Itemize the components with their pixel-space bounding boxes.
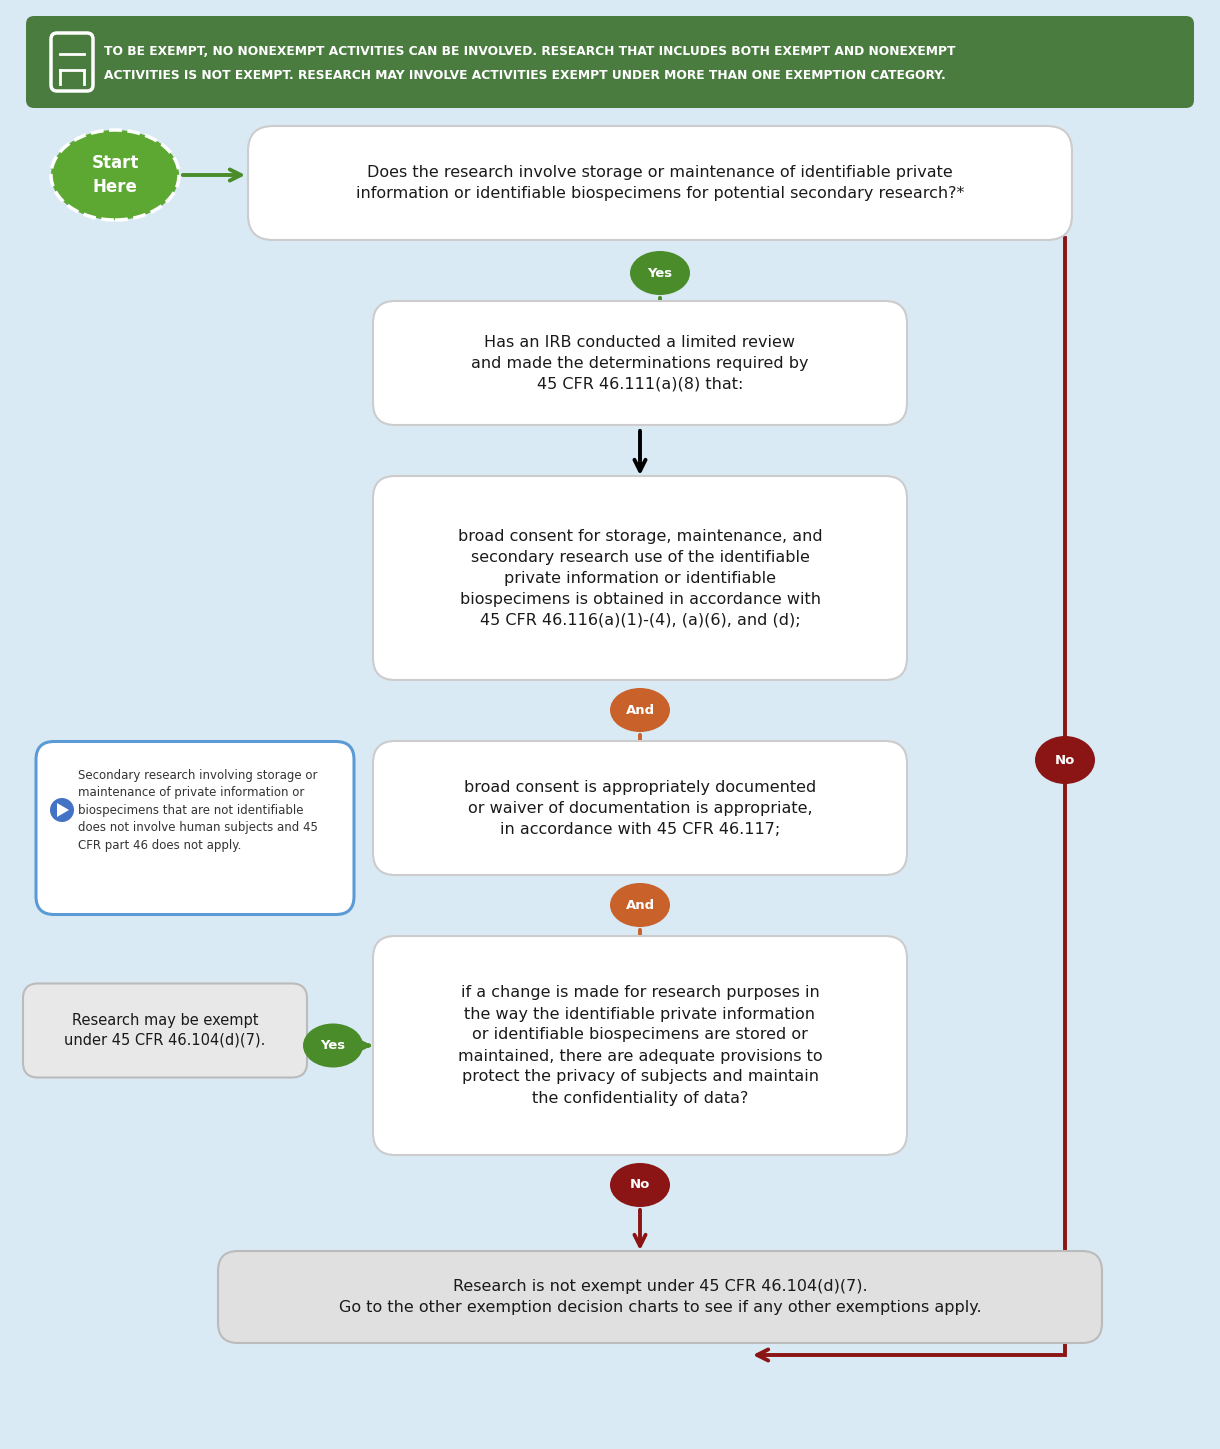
FancyBboxPatch shape	[373, 936, 906, 1155]
Text: Does the research involve storage or maintenance of identifiable private
informa: Does the research involve storage or mai…	[356, 165, 964, 201]
FancyBboxPatch shape	[37, 742, 354, 914]
Text: No: No	[1055, 753, 1075, 767]
Text: Has an IRB conducted a limited review
and made the determinations required by
45: Has an IRB conducted a limited review an…	[471, 335, 809, 391]
Ellipse shape	[630, 251, 691, 296]
Text: if a change is made for research purposes in
the way the identifiable private in: if a change is made for research purpose…	[458, 985, 822, 1106]
Text: And: And	[626, 898, 655, 911]
FancyBboxPatch shape	[248, 126, 1072, 241]
FancyBboxPatch shape	[373, 477, 906, 680]
Ellipse shape	[1035, 736, 1096, 784]
FancyBboxPatch shape	[26, 16, 1194, 109]
Text: Yes: Yes	[648, 267, 672, 280]
Text: No: No	[630, 1178, 650, 1191]
Ellipse shape	[303, 1023, 364, 1068]
Polygon shape	[57, 803, 70, 817]
FancyBboxPatch shape	[373, 740, 906, 875]
Text: Secondary research involving storage or
maintenance of private information or
bi: Secondary research involving storage or …	[78, 768, 318, 852]
FancyBboxPatch shape	[218, 1250, 1102, 1343]
Ellipse shape	[610, 1164, 670, 1207]
Text: ACTIVITIES IS NOT EXEMPT. RESEARCH MAY INVOLVE ACTIVITIES EXEMPT UNDER MORE THAN: ACTIVITIES IS NOT EXEMPT. RESEARCH MAY I…	[104, 68, 946, 81]
Text: TO BE EXEMPT, NO NONEXEMPT ACTIVITIES CAN BE INVOLVED. RESEARCH THAT INCLUDES BO: TO BE EXEMPT, NO NONEXEMPT ACTIVITIES CA…	[104, 45, 955, 58]
Text: broad consent for storage, maintenance, and
secondary research use of the identi: broad consent for storage, maintenance, …	[458, 529, 822, 627]
FancyBboxPatch shape	[373, 301, 906, 425]
Text: Research is not exempt under 45 CFR 46.104(d)(7).
Go to the other exemption deci: Research is not exempt under 45 CFR 46.1…	[339, 1279, 981, 1316]
Ellipse shape	[610, 688, 670, 732]
Text: Research may be exempt
under 45 CFR 46.104(d)(7).: Research may be exempt under 45 CFR 46.1…	[65, 1013, 266, 1048]
Text: And: And	[626, 704, 655, 716]
FancyBboxPatch shape	[23, 984, 307, 1078]
Text: Yes: Yes	[321, 1039, 345, 1052]
Ellipse shape	[610, 882, 670, 927]
Text: Start
Here: Start Here	[92, 154, 139, 196]
Circle shape	[50, 798, 74, 822]
Ellipse shape	[51, 130, 179, 220]
Text: broad consent is appropriately documented
or waiver of documentation is appropri: broad consent is appropriately documente…	[464, 780, 816, 836]
